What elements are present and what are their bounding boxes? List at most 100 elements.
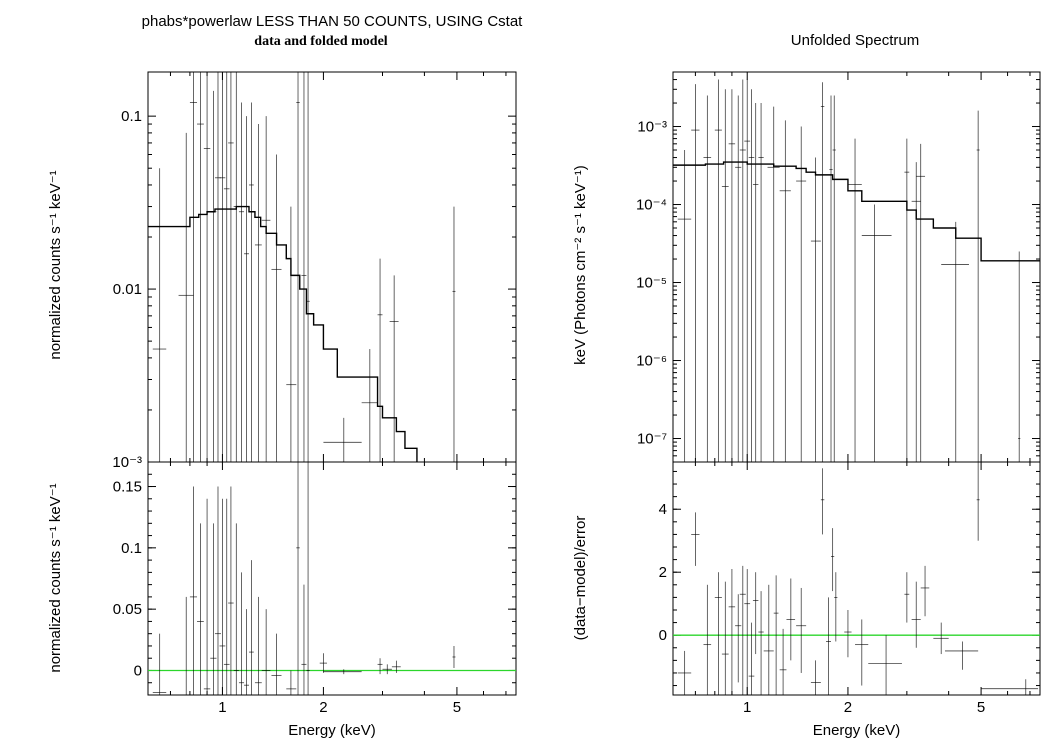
data-point: [758, 591, 764, 695]
data-point: [703, 95, 712, 462]
data-point: [254, 124, 262, 462]
data-point: [779, 120, 791, 462]
data-point: [744, 569, 751, 695]
right-title: Unfolded Spectrum: [791, 32, 919, 49]
data-point: [254, 596, 262, 695]
data-point: [728, 569, 736, 695]
data-point: [691, 84, 700, 462]
data-point: [763, 584, 774, 695]
data-point: [203, 498, 211, 695]
y-tick-label: 0.05: [113, 601, 142, 618]
data-point: [739, 79, 746, 462]
data-point: [976, 110, 980, 462]
y-tick-label: 10⁻³: [112, 454, 142, 471]
data-point: [296, 462, 300, 695]
data-point: [233, 523, 239, 695]
data-point: [296, 72, 300, 462]
x-tick-label: 2: [319, 699, 327, 716]
data-point: [377, 258, 383, 462]
data-point: [323, 417, 362, 462]
data-point: [748, 89, 755, 462]
data-point: [197, 523, 204, 695]
data-point: [210, 523, 217, 695]
data-point: [714, 572, 722, 695]
data-point: [286, 206, 297, 462]
data-point: [228, 486, 234, 695]
data-point: [786, 578, 796, 661]
left-bottom-frame: [147, 461, 517, 696]
data-point: [868, 635, 902, 695]
y-tick-label: 10⁻³: [637, 119, 667, 136]
right-top-frame: [672, 71, 1041, 463]
data-point: [916, 143, 926, 462]
y-tick-label: 2: [659, 564, 667, 581]
data-point: [933, 622, 949, 655]
data-point: [739, 565, 746, 695]
data-point: [728, 89, 736, 462]
y-axis-label: normalized counts s⁻¹ keV⁻¹: [47, 483, 64, 672]
data-point: [981, 679, 1039, 695]
right-bottom-frame: [672, 461, 1041, 696]
x-tick-label: 1: [218, 699, 226, 716]
data-point: [271, 633, 282, 695]
data-point: [904, 138, 910, 462]
data-point: [831, 528, 835, 592]
data-point: [210, 90, 217, 462]
x-tick-label: 5: [453, 699, 461, 716]
y-tick-label: 0.01: [113, 281, 142, 298]
left-top-frame: [147, 71, 517, 463]
data-point: [1018, 251, 1021, 462]
y-tick-label: 0: [134, 662, 142, 679]
data-point: [844, 609, 852, 658]
data-point: [233, 72, 239, 462]
data-point: [306, 462, 310, 695]
data-point: [779, 628, 787, 695]
data-point: [744, 79, 751, 462]
data-point: [904, 572, 910, 623]
data-point: [178, 596, 194, 696]
y-tick-label: 0: [659, 627, 667, 644]
data-point: [244, 609, 249, 695]
left-bottom-panel: 1 2 5 0.15 0.1 0.05 0 normalized counts s⁻¹ keV…: [47, 461, 517, 739]
data-point: [752, 572, 759, 655]
data-point: [773, 575, 779, 695]
data-point: [861, 204, 892, 462]
data-point: [382, 664, 392, 675]
y-axis-label: normalized counts s⁻¹ keV⁻¹: [47, 170, 64, 359]
y-tick-label: 10⁻⁴: [636, 197, 667, 214]
data-point: [301, 584, 307, 695]
data-point: [820, 468, 825, 535]
data-point: [189, 486, 198, 695]
data-point: [796, 126, 807, 462]
y-axis-label: (data−model)/error: [572, 516, 589, 641]
data-point: [796, 587, 807, 673]
model-curve: [673, 161, 1040, 262]
data-point: [677, 150, 692, 462]
x-axis-label: Energy (keV): [288, 722, 376, 739]
data-point: [203, 72, 211, 462]
left-subtitle: data and folded model: [254, 34, 388, 49]
y-tick-label: 10⁻⁷: [637, 431, 667, 448]
x-tick-label: 5: [977, 699, 985, 716]
y-tick-label: 10⁻⁵: [636, 275, 667, 292]
data-point: [944, 641, 979, 670]
y-tick-label: 0.1: [121, 540, 142, 557]
data-point: [911, 581, 921, 648]
data-point: [197, 72, 204, 462]
y-tick-label: 0.1: [121, 108, 142, 125]
data-point: [767, 106, 780, 462]
data-point: [178, 132, 194, 462]
data-point: [361, 349, 378, 462]
data-point: [452, 645, 456, 669]
data-point: [820, 82, 825, 462]
data-point: [810, 157, 821, 462]
data-point: [826, 597, 832, 695]
data-point: [306, 72, 310, 462]
data-point: [223, 498, 230, 695]
data-point: [152, 168, 167, 462]
data-point: [286, 670, 297, 695]
y-axis-label: keV (Photons cm⁻² s⁻¹ keV⁻¹): [572, 165, 589, 365]
data-point: [271, 154, 282, 462]
data-point: [721, 89, 729, 462]
